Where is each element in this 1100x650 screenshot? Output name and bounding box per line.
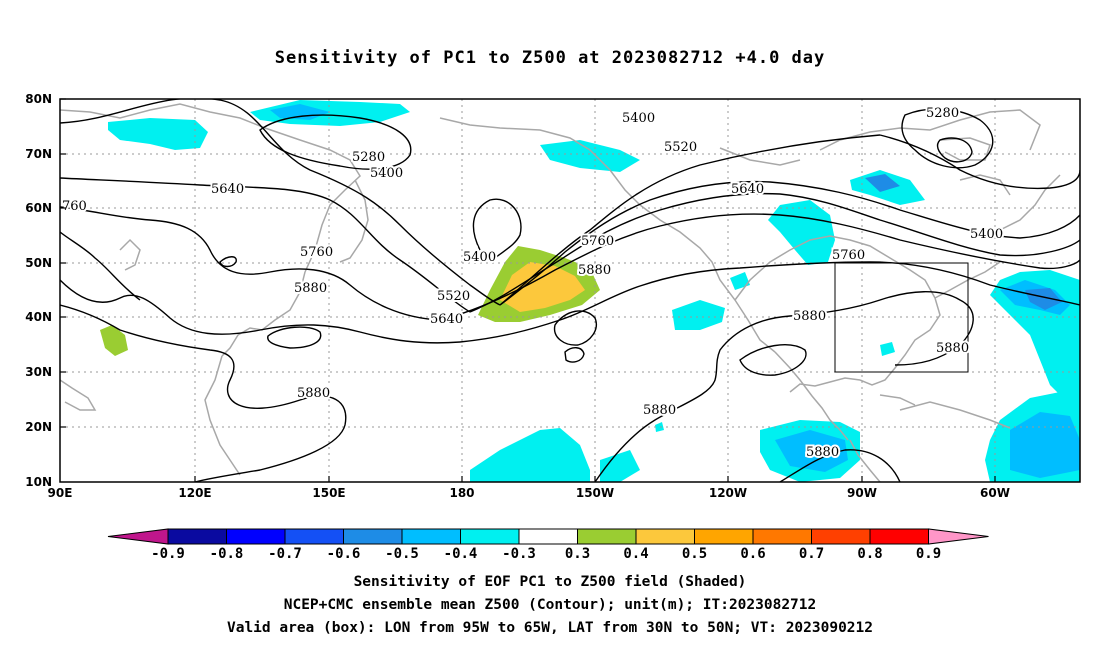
lat-label: 40N (25, 310, 52, 324)
contour-label: 760 (62, 199, 87, 214)
lat-label: 50N (25, 256, 52, 270)
contour-label: 5400 (463, 250, 496, 265)
contour-label: 5400 (622, 111, 655, 126)
contour-label: 5760 (832, 248, 865, 263)
contour-label: 5640 (731, 182, 764, 197)
colorbar-segment (460, 528, 520, 545)
chart-title: Sensitivity of PC1 to Z500 at 2023082712… (274, 48, 826, 68)
lat-label: 70N (25, 147, 52, 161)
lon-label: 150E (312, 486, 345, 500)
contour-label: 5880 (578, 263, 611, 278)
colorbar-segment (869, 528, 929, 545)
contour-label: 5400 (970, 227, 1003, 242)
colorbar-tick-label: 0.7 (799, 546, 824, 562)
colorbar-tick-label: -0.4 (444, 546, 478, 562)
contour-label: 5520 (437, 289, 470, 304)
lat-label: 60N (25, 201, 52, 215)
colorbar-left-extension (107, 528, 169, 545)
contour-label-layer: 5280 5280 5400 5400 5400 5400 5520 5520 … (60, 104, 1005, 462)
lon-label: 180 (449, 486, 474, 500)
lon-label: 60W (980, 486, 1010, 500)
colorbar-tick-label: 0.9 (916, 546, 941, 562)
colorbar-segment (226, 528, 286, 545)
colorbar-segment (401, 528, 461, 545)
colorbar (107, 528, 989, 545)
contour-label: 5760 (300, 245, 333, 260)
negative-shading (108, 100, 1080, 482)
colorbar-tick-label: 0.6 (740, 546, 765, 562)
colorbar-tick-label: -0.6 (327, 546, 361, 562)
positive-shading (100, 246, 600, 356)
valid-area-box (834, 262, 969, 373)
colorbar-segment (694, 528, 754, 545)
contour-label: 5880 (643, 403, 676, 418)
lon-label: 120E (178, 486, 211, 500)
colorbar-segment (811, 528, 871, 545)
contour-label: 5640 (430, 312, 463, 327)
colorbar-segment (167, 528, 227, 545)
colorbar-segment (343, 528, 403, 545)
colorbar-segment (635, 528, 695, 545)
colorbar-tick-label: 0.3 (565, 546, 590, 562)
caption-line-2: NCEP+CMC ensemble mean Z500 (Contour); u… (283, 597, 817, 613)
contour-label: 5400 (370, 166, 403, 181)
contour-label: 5280 (352, 150, 385, 165)
lat-label: 80N (25, 92, 52, 106)
colorbar-labels: -0.9 -0.8 -0.7 -0.6 -0.5 -0.4 -0.3 0.3 0.4 0.5 0.6… (151, 546, 941, 562)
lon-label: 120W (709, 486, 747, 500)
contour-label: 5520 (664, 140, 697, 155)
contour-label: 5880 (294, 281, 327, 296)
colorbar-segment (518, 528, 578, 545)
colorbar-tick-label: -0.9 (151, 546, 185, 562)
caption-line-3: Valid area (box): LON from 95W to 65W, L… (226, 620, 873, 636)
coastlines (60, 103, 1061, 482)
lat-label: 10N (25, 475, 52, 489)
colorbar-tick-label: -0.7 (268, 546, 302, 562)
contour-label: 5880 (806, 445, 839, 460)
lat-axis-labels: 80N 70N 60N 50N 40N 30N 20N 10N (25, 92, 52, 489)
colorbar-tick-label: 0.5 (682, 546, 707, 562)
lon-label: 90W (847, 486, 877, 500)
colorbar-tick-label: -0.5 (385, 546, 419, 562)
contour-label: 5640 (211, 182, 244, 197)
colorbar-segment (752, 528, 812, 545)
z500-contours (60, 99, 1080, 482)
lat-label: 20N (25, 420, 52, 434)
contour-label: 5280 (926, 106, 959, 121)
axis-ticks (60, 98, 996, 482)
lon-axis-labels: 90E 120E 150E 180 150W 120W 90W 60W (48, 486, 1010, 500)
colorbar-tick-label: -0.8 (210, 546, 244, 562)
colorbar-tick-label: -0.3 (502, 546, 536, 562)
lon-label: 150W (576, 486, 614, 500)
caption-line-1: Sensitivity of EOF PC1 to Z500 field (Sh… (353, 574, 747, 590)
colorbar-segment (284, 528, 344, 545)
contour-label: 5760 (581, 234, 614, 249)
contour-label: 5880 (297, 386, 330, 401)
colorbar-right-extension (928, 528, 989, 545)
map-frame (59, 98, 1081, 483)
colorbar-segment (577, 528, 637, 545)
colorbar-tick-label: 0.4 (623, 546, 648, 562)
contour-label: 5880 (793, 309, 826, 324)
colorbar-tick-label: 0.8 (857, 546, 882, 562)
lat-label: 30N (25, 365, 52, 379)
lon-label: 90E (48, 486, 73, 500)
contour-label: 5880 (936, 341, 969, 356)
